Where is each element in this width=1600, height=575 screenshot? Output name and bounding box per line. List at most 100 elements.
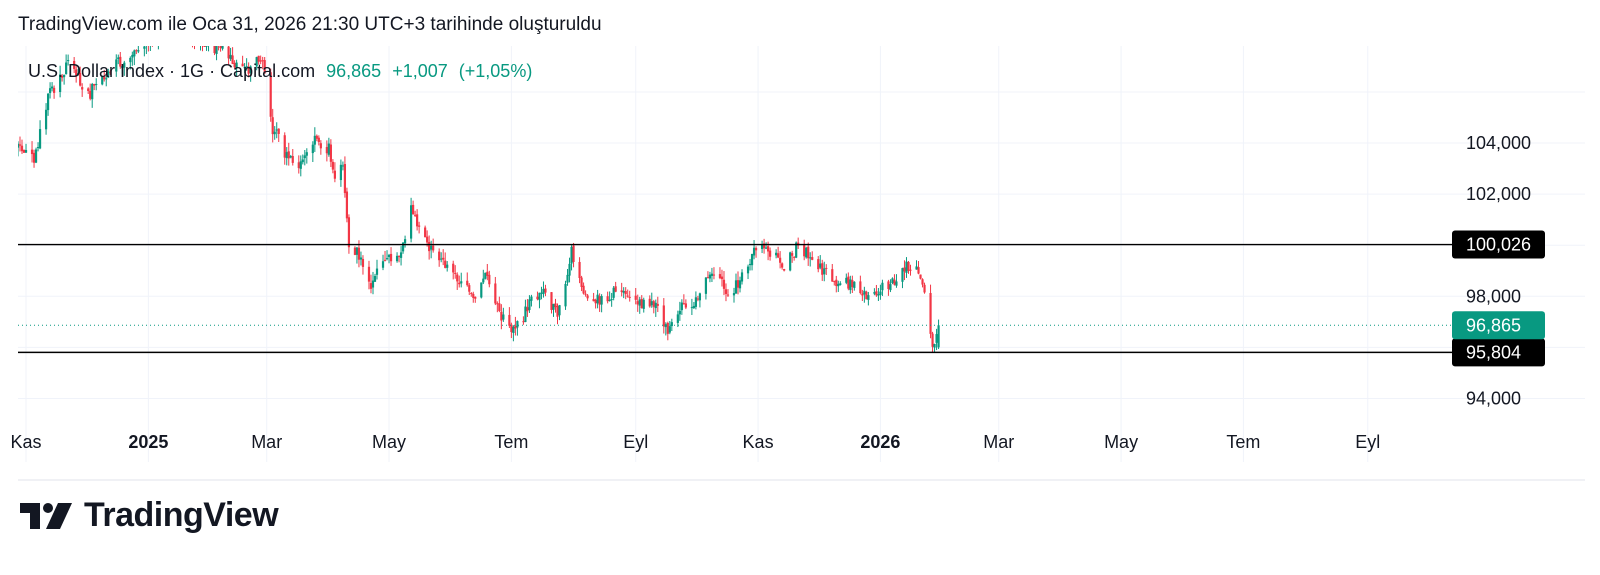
candle-body bbox=[231, 55, 234, 64]
candle-body bbox=[438, 251, 441, 261]
candle-body bbox=[704, 277, 708, 294]
candle-body bbox=[93, 83, 96, 86]
candle-body bbox=[853, 281, 856, 288]
candle-body bbox=[67, 60, 70, 62]
candle-body bbox=[648, 298, 651, 307]
candle-body bbox=[179, 8, 181, 11]
candle-body bbox=[636, 301, 639, 305]
candle-body bbox=[95, 83, 98, 85]
candle-body bbox=[446, 264, 449, 268]
candle-body bbox=[472, 293, 475, 298]
candle-body bbox=[129, 57, 132, 63]
level-price-label-box bbox=[1452, 230, 1545, 259]
candle-body bbox=[151, 35, 153, 41]
candle-body bbox=[578, 261, 581, 279]
candle-body bbox=[289, 156, 292, 158]
candle-body bbox=[847, 276, 850, 289]
candle-body bbox=[63, 74, 66, 78]
candle-body bbox=[732, 293, 736, 296]
candle-body bbox=[596, 294, 599, 304]
candle-body bbox=[285, 152, 288, 159]
candle-body bbox=[48, 88, 52, 94]
candle-body bbox=[470, 293, 473, 295]
candle-body bbox=[466, 280, 469, 286]
candle-body bbox=[909, 269, 912, 271]
symbol-name[interactable]: U.S. Dollar Index · 1G · Capital.com bbox=[28, 61, 316, 81]
candle-body bbox=[385, 258, 389, 260]
candle-body bbox=[115, 59, 118, 72]
candle-body bbox=[935, 334, 938, 343]
candle-body bbox=[865, 291, 868, 300]
candle-body bbox=[432, 245, 435, 251]
candle-body bbox=[171, 3, 173, 20]
candle-body bbox=[454, 272, 457, 274]
candle-body bbox=[781, 263, 784, 268]
candle-body bbox=[873, 292, 876, 294]
candle-body bbox=[817, 259, 820, 270]
candle-body bbox=[652, 301, 655, 307]
candle-body bbox=[937, 325, 940, 348]
candle-body bbox=[20, 145, 24, 152]
candle-body bbox=[811, 257, 814, 260]
candle-body bbox=[726, 294, 730, 296]
candle-body bbox=[403, 239, 407, 244]
candle-body bbox=[550, 292, 553, 310]
candle-body bbox=[145, 41, 147, 45]
candle-body bbox=[600, 296, 603, 305]
candle-body bbox=[227, 46, 230, 59]
candle-body bbox=[412, 204, 415, 215]
candle-body bbox=[734, 280, 738, 294]
candle-body bbox=[764, 247, 768, 249]
candle-body bbox=[692, 305, 695, 309]
candle-body bbox=[650, 301, 653, 306]
candle-body bbox=[135, 50, 138, 52]
candle-body bbox=[684, 303, 687, 308]
candle-body bbox=[159, 30, 161, 31]
horizontal-levels[interactable] bbox=[18, 243, 1452, 354]
candle-body bbox=[634, 295, 637, 300]
candle-body bbox=[805, 247, 808, 258]
candle-body bbox=[710, 273, 714, 276]
price-axis[interactable]: 104,000 102,000 98,000 94,000 bbox=[1466, 133, 1531, 408]
candle-body bbox=[877, 294, 880, 296]
price-change-percent: (+1,05%) bbox=[458, 61, 533, 81]
candle-body bbox=[640, 298, 643, 309]
candle-body bbox=[831, 269, 834, 282]
candle-body bbox=[357, 247, 361, 260]
candle-body bbox=[456, 274, 459, 282]
candle-body bbox=[901, 268, 904, 282]
candle-body bbox=[339, 164, 343, 181]
candle-body bbox=[620, 290, 623, 293]
candle-body bbox=[261, 60, 264, 62]
candle-body bbox=[512, 326, 515, 334]
candle-body bbox=[931, 333, 934, 347]
tradingview-logo[interactable]: TradingView bbox=[20, 496, 279, 535]
candle-body bbox=[131, 54, 134, 58]
candle-body bbox=[558, 305, 561, 316]
candle-body bbox=[863, 290, 866, 295]
time-axis[interactable]: Kas 2025 Mar May Tem Eyl Kas 2026 Mar May Tem Eyl bbox=[11, 432, 1381, 452]
price-axis-label: 94,000 bbox=[1466, 388, 1521, 408]
candle-body bbox=[317, 137, 320, 143]
candle-body bbox=[247, 66, 250, 74]
candle-body bbox=[213, 46, 216, 54]
candle-body bbox=[199, 42, 201, 44]
candle-body bbox=[191, 30, 193, 42]
candle-body bbox=[452, 263, 455, 273]
candle-body bbox=[775, 252, 778, 256]
candle-body bbox=[468, 285, 471, 292]
candle-body bbox=[89, 90, 92, 99]
candle-body bbox=[77, 72, 80, 75]
candle-body bbox=[891, 278, 894, 284]
candle-body bbox=[833, 281, 836, 283]
candle-body bbox=[542, 288, 545, 295]
candle-body bbox=[235, 62, 238, 68]
symbol-legend[interactable]: U.S. Dollar Index · 1G · Capital.com 96,… bbox=[28, 61, 538, 82]
candle-body bbox=[418, 225, 421, 227]
candle-body bbox=[861, 293, 864, 296]
candle-body bbox=[594, 299, 597, 304]
candle-body bbox=[933, 343, 936, 348]
candle-body bbox=[373, 275, 377, 282]
price-labels: 100,026 95,804 96,865 bbox=[1452, 230, 1545, 367]
